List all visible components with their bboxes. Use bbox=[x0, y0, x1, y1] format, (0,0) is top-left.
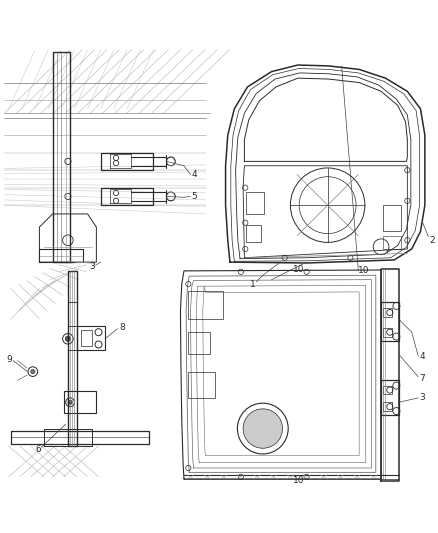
Text: 4: 4 bbox=[191, 170, 197, 179]
Bar bbox=[246, 225, 261, 243]
Text: 5: 5 bbox=[191, 192, 197, 201]
Circle shape bbox=[68, 400, 72, 405]
Bar bbox=[383, 205, 401, 231]
Bar bbox=[383, 402, 392, 411]
Bar bbox=[81, 329, 92, 346]
Bar bbox=[246, 192, 264, 214]
Text: 8: 8 bbox=[119, 324, 125, 332]
Text: 7: 7 bbox=[420, 374, 425, 383]
Bar bbox=[188, 290, 223, 319]
Text: 4: 4 bbox=[420, 352, 425, 361]
Circle shape bbox=[31, 369, 35, 374]
Text: 9: 9 bbox=[6, 356, 12, 364]
Text: 10: 10 bbox=[293, 476, 304, 484]
Circle shape bbox=[65, 336, 71, 342]
Bar bbox=[381, 381, 399, 415]
Text: 3: 3 bbox=[420, 393, 425, 402]
Text: 3: 3 bbox=[89, 262, 95, 271]
Text: 10: 10 bbox=[293, 264, 304, 273]
Text: 1: 1 bbox=[250, 280, 256, 289]
Bar bbox=[383, 328, 392, 336]
Circle shape bbox=[243, 409, 283, 448]
Bar bbox=[383, 386, 392, 394]
Text: 10: 10 bbox=[358, 266, 370, 276]
Bar bbox=[188, 372, 215, 398]
Bar bbox=[64, 391, 96, 413]
Bar bbox=[383, 236, 401, 249]
Bar bbox=[381, 302, 399, 341]
Bar bbox=[188, 332, 210, 354]
Text: 6: 6 bbox=[35, 445, 42, 454]
Text: 2: 2 bbox=[429, 236, 435, 245]
Bar bbox=[383, 308, 392, 317]
Bar bbox=[77, 326, 105, 350]
